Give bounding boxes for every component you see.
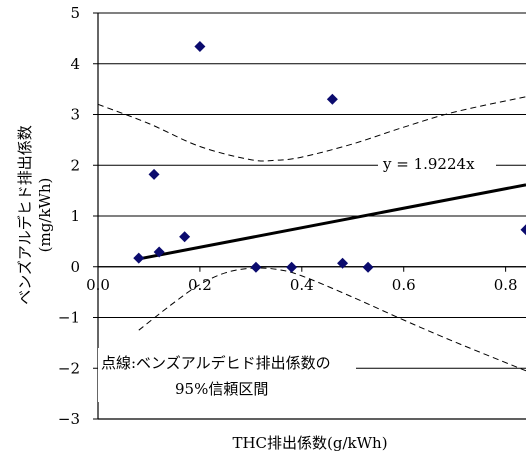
y-tick-label: 3 [70, 106, 80, 124]
band-label-bg [98, 348, 356, 402]
data-point [179, 231, 191, 243]
y-tick-labels: −3 −2 −1 0 1 2 3 4 5 [58, 4, 80, 428]
data-point [133, 252, 145, 264]
regression-line-group [138, 183, 526, 261]
confidence-upper-curve [97, 96, 526, 162]
x-tick-label: 0.4 [290, 276, 314, 294]
regression-label: y = 1.9224x [382, 155, 475, 173]
x-tick-labels: 0.0 0.2 0.4 0.6 0.8 [86, 276, 517, 294]
band-label-line1: 点線:ベンズアルデヒド排出係数の [101, 354, 331, 372]
y-tick-label: −1 [58, 309, 80, 327]
y-tick-label: 1 [70, 207, 80, 225]
axes [93, 12, 526, 420]
x-axis-title: THC排出係数(g/kWh) [232, 434, 387, 452]
data-point [286, 261, 298, 273]
y-tick-label: 2 [70, 156, 80, 174]
x-tick-label: 0.2 [188, 276, 212, 294]
x-tick-label: 0.0 [86, 276, 110, 294]
confidence-lower-curve [138, 267, 526, 372]
data-point [362, 261, 374, 273]
regression-line [138, 183, 526, 261]
x-tick-label: 0.8 [494, 276, 518, 294]
y-tick-label: −3 [58, 410, 80, 428]
y-axis-title-line2: (mg/kWh) [36, 178, 54, 253]
data-point [148, 168, 160, 180]
data-point [326, 93, 338, 105]
regression-label-bg [378, 151, 496, 175]
confidence-band [97, 96, 526, 372]
data-points [133, 40, 526, 273]
gridlines [98, 12, 526, 369]
y-tick-label: 4 [70, 55, 80, 73]
band-label-line2: 95%信頼区間 [175, 380, 268, 398]
y-tick-label: 0 [70, 258, 80, 276]
data-point [337, 257, 349, 269]
y-tick-label: −2 [58, 359, 80, 377]
data-point [520, 224, 526, 236]
y-axis-title-line1: ベンズアルデヒド排出係数 [16, 125, 34, 305]
x-tick-label: 0.6 [392, 276, 416, 294]
data-point [153, 246, 165, 258]
data-point [194, 40, 206, 52]
y-tick-label: 5 [70, 4, 80, 22]
data-point [250, 261, 262, 273]
